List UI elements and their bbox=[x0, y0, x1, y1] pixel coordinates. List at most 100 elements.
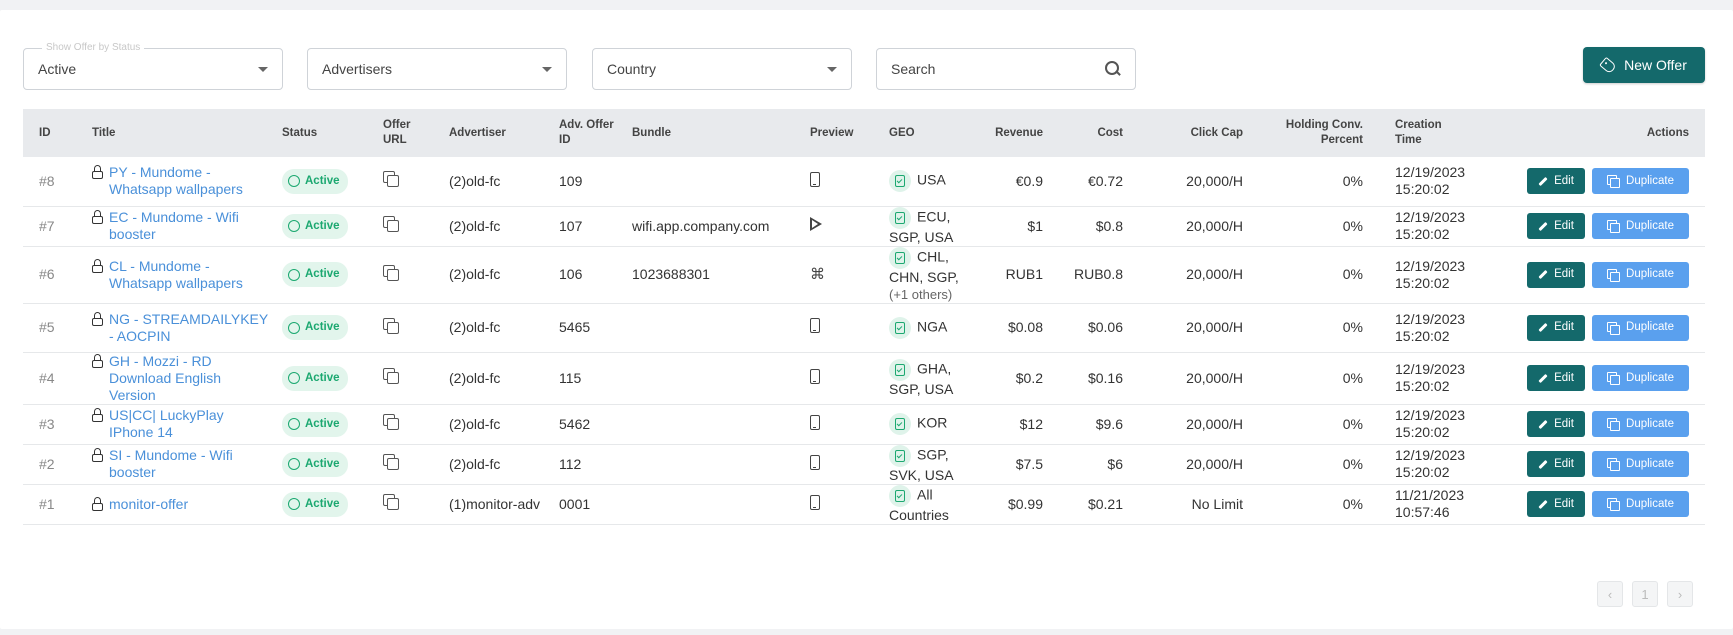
offer-url-cell bbox=[377, 484, 443, 524]
edit-button[interactable]: Edit bbox=[1527, 451, 1585, 477]
status-cell: Active bbox=[276, 404, 377, 444]
revenue-cell: $0.08 bbox=[1007, 319, 1043, 335]
duplicate-icon bbox=[1607, 498, 1621, 511]
status-circle-icon bbox=[288, 321, 300, 334]
geo-list: GHA, SGP, USA bbox=[889, 360, 954, 397]
table-row: #3 US|CC| LuckyPlay IPhone 14 Active (2)… bbox=[23, 404, 1705, 444]
adv-offer-id-cell: 5462 bbox=[559, 415, 591, 432]
duplicate-button[interactable]: Duplicate bbox=[1592, 365, 1689, 391]
col-header-title[interactable]: Title bbox=[92, 126, 116, 139]
col-header-id[interactable]: ID bbox=[39, 126, 51, 139]
actions-cell: Edit Duplicate bbox=[1476, 206, 1705, 246]
copy-icon[interactable] bbox=[383, 317, 399, 334]
phone-icon[interactable] bbox=[810, 318, 820, 333]
adv-offer-id-cell: 107 bbox=[559, 217, 583, 234]
creation-time-cell: 12/19/2023 15:20:02 bbox=[1369, 444, 1476, 484]
col-header-status[interactable]: Status bbox=[282, 126, 318, 139]
edit-button[interactable]: Edit bbox=[1527, 261, 1585, 288]
duplicate-button[interactable]: Duplicate bbox=[1592, 213, 1689, 239]
duplicate-label: Duplicate bbox=[1626, 417, 1674, 430]
duplicate-button[interactable]: Duplicate bbox=[1592, 411, 1689, 437]
duplicate-button[interactable]: Duplicate bbox=[1592, 261, 1689, 288]
col-header-revenue[interactable]: Revenue bbox=[995, 126, 1043, 139]
offers-card: Show Offer by Status Active Advertisers … bbox=[0, 10, 1733, 629]
google-play-icon[interactable] bbox=[810, 217, 822, 231]
new-offer-button[interactable]: New Offer bbox=[1583, 47, 1705, 83]
offer-title-link[interactable]: GH - Mozzi - RD Download English Version bbox=[109, 352, 222, 403]
offer-title-link[interactable]: NG - STREAMDAILYKEY - AOCPIN bbox=[109, 310, 268, 344]
offer-url-cell bbox=[377, 352, 443, 404]
pencil-icon bbox=[1538, 373, 1548, 383]
cost-cell: $0.06 bbox=[1087, 319, 1123, 335]
duplicate-label: Duplicate bbox=[1626, 219, 1674, 232]
pencil-icon bbox=[1538, 459, 1548, 469]
copy-icon[interactable] bbox=[383, 171, 399, 188]
phone-icon[interactable] bbox=[810, 494, 820, 510]
edit-button[interactable]: Edit bbox=[1527, 314, 1585, 341]
advertisers-filter-select[interactable]: Advertisers bbox=[307, 48, 567, 90]
offer-title-link[interactable]: CL - Mundome - Whatsapp wallpapers bbox=[109, 257, 243, 291]
creation-time-cell: 12/19/2023 15:20:02 bbox=[1369, 246, 1476, 303]
col-header-preview[interactable]: Preview bbox=[810, 126, 854, 139]
phone-icon[interactable] bbox=[810, 368, 820, 384]
col-header-bundle[interactable]: Bundle bbox=[632, 126, 671, 139]
offer-title-link[interactable]: monitor-offer bbox=[109, 495, 189, 512]
advertiser-cell: (1)monitor-adv bbox=[449, 495, 541, 512]
revenue-cell: $12 bbox=[1019, 415, 1043, 432]
advertisers-filter-value: Advertisers bbox=[322, 61, 393, 77]
duplicate-button[interactable]: Duplicate bbox=[1592, 451, 1689, 477]
click-cap-cell: 20,000/H bbox=[1186, 369, 1243, 386]
copy-icon[interactable] bbox=[383, 216, 399, 232]
prev-page-button[interactable]: ‹ bbox=[1597, 581, 1623, 607]
actions-cell: Edit Duplicate bbox=[1476, 404, 1705, 444]
offer-title-link[interactable]: US|CC| LuckyPlay IPhone 14 bbox=[109, 407, 224, 440]
phone-icon[interactable] bbox=[810, 454, 820, 470]
next-page-button[interactable]: › bbox=[1667, 581, 1693, 607]
status-filter-select[interactable]: Show Offer by Status Active bbox=[23, 42, 283, 90]
status-label: Active bbox=[305, 321, 340, 333]
status-circle-icon bbox=[288, 175, 300, 188]
phone-icon[interactable] bbox=[810, 171, 820, 187]
col-header-holding[interactable]: Holding Conv. Percent bbox=[1285, 119, 1363, 146]
copy-icon[interactable] bbox=[383, 414, 399, 430]
duplicate-button[interactable]: Duplicate bbox=[1592, 168, 1689, 195]
edit-button[interactable]: Edit bbox=[1527, 365, 1585, 391]
col-header-cost[interactable]: Cost bbox=[1097, 126, 1123, 139]
offer-title-link[interactable]: EC - Mundome - Wifi booster bbox=[109, 209, 239, 242]
edit-button[interactable]: Edit bbox=[1527, 168, 1585, 195]
duplicate-button[interactable]: Duplicate bbox=[1592, 491, 1689, 517]
status-cell: Active bbox=[276, 303, 377, 352]
edit-button[interactable]: Edit bbox=[1527, 491, 1585, 517]
clipboard-check-icon bbox=[889, 170, 911, 193]
country-filter-select[interactable]: Country bbox=[592, 48, 852, 90]
copy-icon[interactable] bbox=[383, 264, 399, 281]
phone-icon[interactable] bbox=[810, 414, 820, 430]
creation-clock: 15:20:02 bbox=[1395, 424, 1450, 440]
col-header-offer-url[interactable]: Offer URL bbox=[383, 119, 411, 146]
edit-label: Edit bbox=[1554, 457, 1574, 470]
search-input[interactable]: Search bbox=[876, 48, 1136, 90]
copy-icon[interactable] bbox=[383, 494, 399, 510]
new-offer-label: New Offer bbox=[1624, 57, 1687, 73]
col-header-geo[interactable]: GEO bbox=[889, 126, 915, 139]
col-header-click-cap[interactable]: Click Cap bbox=[1190, 126, 1243, 139]
col-header-creation-time[interactable]: Creation Time bbox=[1395, 119, 1442, 146]
edit-button[interactable]: Edit bbox=[1527, 213, 1585, 239]
row-id: #8 bbox=[39, 172, 55, 189]
advertiser-cell: (2)old-fc bbox=[449, 415, 501, 432]
apple-icon[interactable]: ⌘ bbox=[810, 265, 825, 283]
col-header-adv-offer-id[interactable]: Adv. Offer ID bbox=[559, 119, 614, 146]
status-circle-icon bbox=[288, 268, 300, 281]
copy-icon[interactable] bbox=[383, 368, 399, 384]
offer-title-link[interactable]: SI - Mundome - Wifi booster bbox=[109, 447, 233, 480]
row-id: #3 bbox=[39, 415, 55, 432]
bundle-cell: 1023688301 bbox=[632, 266, 710, 282]
copy-icon[interactable] bbox=[383, 454, 399, 470]
search-icon[interactable] bbox=[1105, 61, 1121, 77]
duplicate-button[interactable]: Duplicate bbox=[1592, 314, 1689, 341]
col-header-advertiser[interactable]: Advertiser bbox=[449, 126, 506, 139]
offer-title-link[interactable]: PY - Mundome - Whatsapp wallpapers bbox=[109, 164, 243, 198]
page-1-button[interactable]: 1 bbox=[1632, 581, 1658, 607]
status-badge: Active bbox=[282, 365, 348, 391]
edit-button[interactable]: Edit bbox=[1527, 411, 1585, 437]
